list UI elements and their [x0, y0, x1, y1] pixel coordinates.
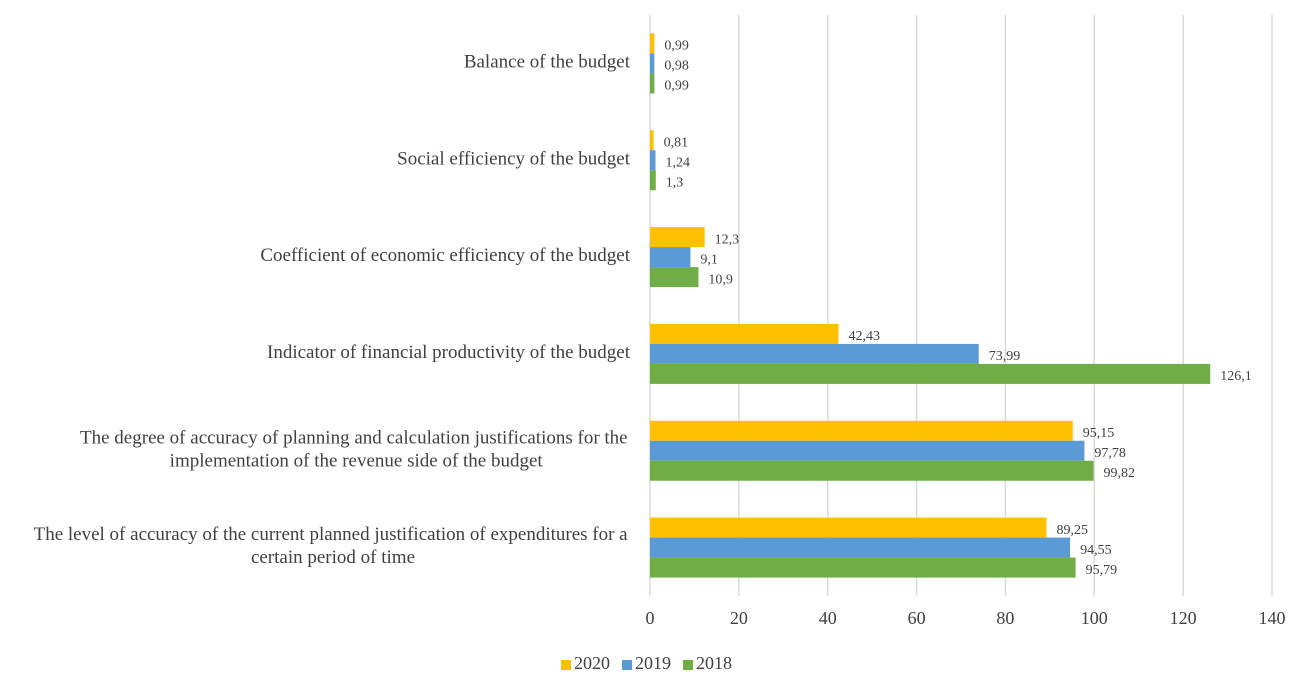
category-label: The level of accuracy of the current pla…: [34, 524, 633, 568]
data-label: 126,1: [1220, 369, 1252, 384]
bar: [650, 227, 705, 248]
x-tick-label: 140: [1259, 608, 1286, 628]
bar: [650, 420, 1073, 441]
bar: [650, 247, 691, 268]
bar: [650, 267, 699, 288]
data-label: 0,99: [664, 39, 689, 54]
bar: [650, 557, 1076, 578]
data-label: 99,82: [1103, 466, 1135, 481]
legend-label: 2018: [696, 653, 732, 673]
bar: [650, 517, 1047, 538]
data-label: 95,79: [1086, 563, 1118, 578]
data-label: 9,1: [700, 252, 718, 267]
category-label: Indicator of financial productivity of t…: [267, 342, 631, 363]
data-label: 89,25: [1057, 523, 1089, 538]
bar: [650, 343, 979, 364]
legend-swatch: [561, 660, 571, 670]
category-label: Balance of the budget: [464, 52, 631, 73]
legend-swatch: [622, 660, 632, 670]
x-tick-label: 80: [996, 608, 1014, 628]
data-label: 95,15: [1083, 426, 1115, 441]
data-label: 0,81: [664, 135, 689, 150]
category-label: The degree of accuracy of planning and c…: [80, 428, 632, 472]
bar: [650, 363, 1211, 384]
data-label: 1,24: [666, 155, 691, 170]
legend-label: 2019: [635, 653, 671, 673]
category-label: Coefficient of economic efficiency of th…: [260, 245, 630, 266]
data-label: 12,3: [715, 232, 740, 247]
data-label: 1,3: [666, 175, 684, 190]
data-label: 0,98: [664, 59, 689, 74]
bar: [650, 33, 655, 54]
bar: [650, 130, 654, 151]
data-label: 0,99: [664, 79, 689, 94]
legend-label: 2020: [574, 653, 610, 673]
bar: [650, 170, 656, 191]
x-tick-label: 20: [730, 608, 748, 628]
category-label: Social efficiency of the budget: [397, 149, 631, 170]
bar: [650, 150, 656, 171]
bar: [650, 73, 655, 94]
x-tick-label: 40: [819, 608, 837, 628]
bar: [650, 323, 839, 344]
x-tick-label: 100: [1081, 608, 1108, 628]
bar: [650, 440, 1085, 461]
data-label: 97,78: [1094, 446, 1126, 461]
x-tick-label: 60: [908, 608, 926, 628]
x-tick-label: 0: [646, 608, 655, 628]
data-label: 42,43: [849, 329, 881, 344]
data-label: 73,99: [989, 349, 1021, 364]
legend-swatch: [683, 660, 693, 670]
x-tick-label: 120: [1170, 608, 1197, 628]
data-label: 94,55: [1080, 543, 1112, 558]
data-label: 10,9: [708, 272, 733, 287]
bar: [650, 537, 1071, 558]
bar: [650, 53, 655, 74]
bar: [650, 460, 1094, 481]
